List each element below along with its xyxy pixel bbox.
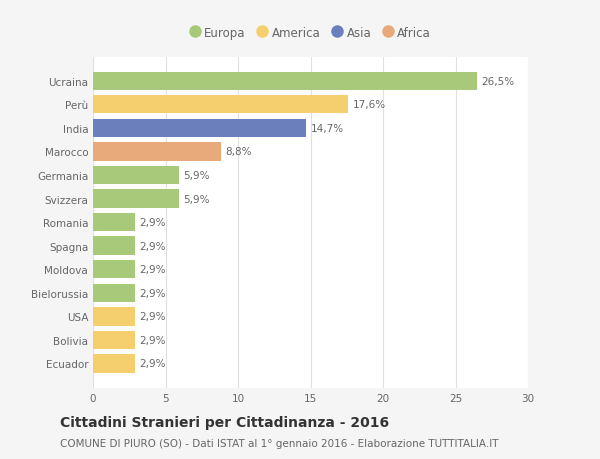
Text: 5,9%: 5,9% xyxy=(183,171,209,180)
Text: 2,9%: 2,9% xyxy=(139,288,166,298)
Bar xyxy=(93,73,477,91)
Text: 17,6%: 17,6% xyxy=(353,100,386,110)
Bar xyxy=(93,354,135,373)
Bar xyxy=(93,190,179,208)
Bar xyxy=(93,167,179,185)
Bar xyxy=(93,143,221,161)
Text: 2,9%: 2,9% xyxy=(139,358,166,369)
Text: 2,9%: 2,9% xyxy=(139,312,166,322)
Text: 2,9%: 2,9% xyxy=(139,335,166,345)
Text: Cittadini Stranieri per Cittadinanza - 2016: Cittadini Stranieri per Cittadinanza - 2… xyxy=(60,415,389,429)
Text: 26,5%: 26,5% xyxy=(482,77,515,87)
Text: 2,9%: 2,9% xyxy=(139,241,166,251)
Bar xyxy=(93,284,135,302)
Text: 2,9%: 2,9% xyxy=(139,218,166,228)
Bar xyxy=(93,331,135,349)
Bar xyxy=(93,119,306,138)
Bar xyxy=(93,308,135,326)
Bar xyxy=(93,237,135,255)
Text: 14,7%: 14,7% xyxy=(311,123,344,134)
Bar xyxy=(93,213,135,232)
Bar xyxy=(93,260,135,279)
Legend: Europa, America, Asia, Africa: Europa, America, Asia, Africa xyxy=(190,27,431,40)
Text: COMUNE DI PIURO (SO) - Dati ISTAT al 1° gennaio 2016 - Elaborazione TUTTITALIA.I: COMUNE DI PIURO (SO) - Dati ISTAT al 1° … xyxy=(60,438,499,448)
Text: 2,9%: 2,9% xyxy=(139,265,166,274)
Text: 5,9%: 5,9% xyxy=(183,194,209,204)
Text: 8,8%: 8,8% xyxy=(225,147,251,157)
Bar xyxy=(93,96,348,114)
